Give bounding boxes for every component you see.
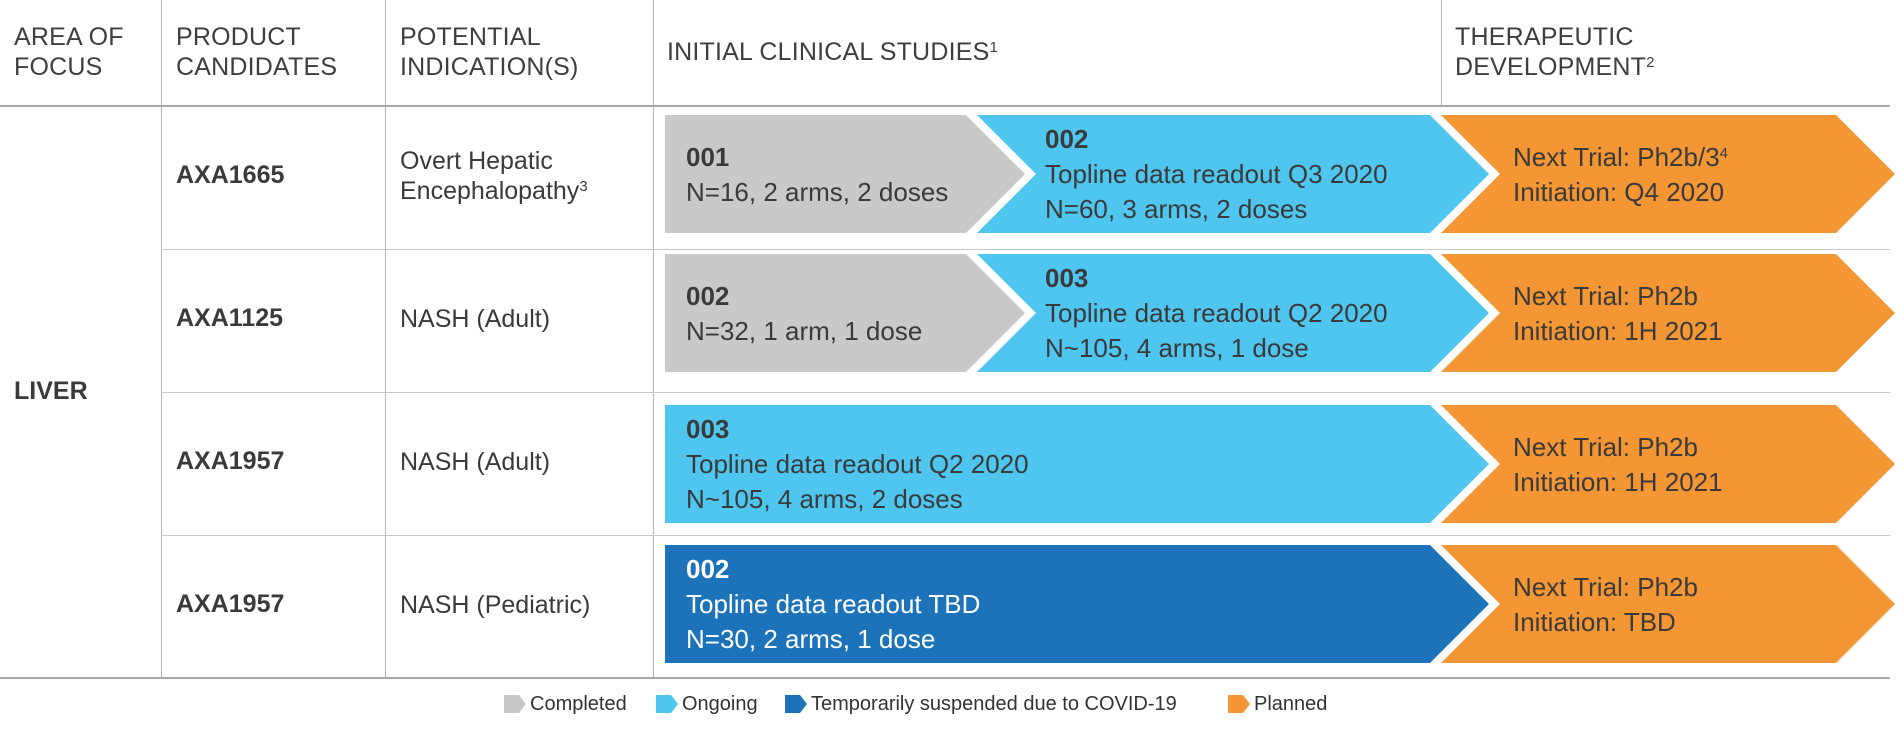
legend-suspended: Temporarily suspended due to COVID-19 [785,692,1177,716]
product-name: AXA1957 [176,447,285,475]
completed-arrow [665,254,1025,372]
table-bottom [0,677,1890,679]
indication: NASH (Adult) [400,305,551,333]
planned-arrow [1441,545,1895,663]
column-divider [161,0,162,677]
completed-swatch-icon [504,695,526,713]
area-liver-label: LIVER [14,377,88,405]
column-divider [1441,0,1442,106]
row-divider [161,392,1890,393]
row-divider [161,535,1890,536]
product-name: AXA1957 [176,590,285,618]
legend-completed: Completed [504,692,627,716]
planned-arrow [1441,254,1895,372]
header-divider [0,105,1890,107]
ongoing-arrow [977,254,1489,372]
header-product-candidates: PRODUCT CANDIDATES [176,23,338,81]
completed-study-text: 002 N=32, 1 arm, 1 dose [686,281,923,346]
indication: NASH (Adult) [400,448,551,476]
header-area-of-focus: AREA OF FOCUS [14,23,124,81]
indication: Overt Hepatic Encephalopathy3 [400,147,588,205]
header-therapeutic-development: THERAPEUTIC DEVELOPMENT2 [1455,23,1655,81]
product-name: AXA1125 [176,304,284,332]
planned-trial-text: Next Trial: Ph2b/34 Initiation: Q4 2020 [1513,142,1728,207]
completed-arrow [665,115,1025,233]
legend-planned: Planned [1228,692,1327,716]
suspended-study-text: 002 Topline data readout TBD N=30, 2 arm… [686,554,981,654]
ongoing-swatch-icon [656,695,678,713]
column-divider [385,0,386,677]
ongoing-arrow [665,405,1489,523]
header-potential-indications: POTENTIAL INDICATION(S) [400,23,579,81]
suspended-swatch-icon [785,695,807,713]
ongoing-study-text: 003 Topline data readout Q2 2020 N~105, … [1045,263,1388,363]
ongoing-study-text: 002 Topline data readout Q3 2020 N=60, 3… [1045,124,1388,224]
planned-trial-text: Next Trial: Ph2b Initiation: TBD [1513,572,1698,637]
planned-arrow [1441,405,1895,523]
planned-swatch-icon [1228,695,1250,713]
row-divider [161,249,1890,250]
suspended-arrow [665,545,1489,663]
product-name: AXA1665 [176,161,285,189]
legend-ongoing: Ongoing [656,692,758,716]
header-initial-clinical-studies: INITIAL CLINICAL STUDIES1 [667,38,999,66]
completed-study-text: 001 N=16, 2 arms, 2 doses [686,142,949,207]
ongoing-arrow [977,115,1489,233]
column-divider [653,0,654,677]
planned-trial-text: Next Trial: Ph2b Initiation: 1H 2021 [1513,281,1723,346]
ongoing-study-text: 003 Topline data readout Q2 2020 N~105, … [686,414,1029,514]
planned-trial-text: Next Trial: Ph2b Initiation: 1H 2021 [1513,432,1723,497]
planned-arrow [1441,115,1895,233]
indication: NASH (Pediatric) [400,591,591,619]
